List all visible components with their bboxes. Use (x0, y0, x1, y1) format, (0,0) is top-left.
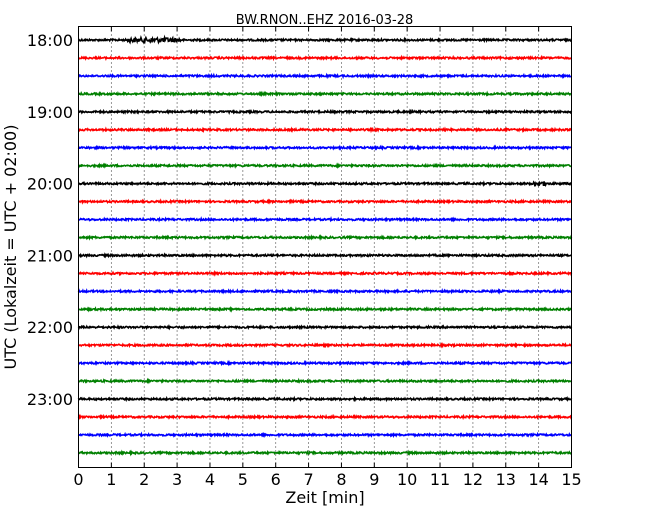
trace-2345 (78, 449, 572, 457)
y-tick-label: 19:00 (27, 103, 73, 122)
trace-line (78, 305, 573, 313)
trace-line (78, 162, 572, 170)
x-axis-label: Zeit [min] (285, 488, 364, 507)
trace-2330 (77, 431, 573, 439)
trace-line (77, 269, 573, 277)
x-tick-label: 3 (172, 470, 182, 489)
x-tick-label: 14 (528, 470, 548, 489)
trace-line (77, 215, 573, 223)
y-axis: 18:00 19:00 20:00 21:00 22:00 23:00 (27, 31, 84, 409)
x-tick-label: 13 (496, 470, 516, 489)
trace-2315 (77, 413, 573, 421)
trace-1815 (77, 54, 573, 62)
trace-line (77, 34, 572, 45)
trace-line (77, 287, 573, 295)
trace-1930 (77, 144, 573, 151)
trace-line (78, 72, 572, 80)
trace-1845 (78, 90, 572, 98)
x-axis: 0 1 2 3 4 5 6 7 8 9 10 11 12 13 14 15 (73, 26, 582, 489)
trace-line (77, 198, 572, 205)
trace-line (78, 252, 572, 259)
y-axis-label: UTC (Lokalzeit = UTC + 02:00) (1, 125, 20, 370)
trace-2145 (78, 305, 573, 313)
x-tick-label: 1 (106, 470, 116, 489)
trace-2030 (77, 215, 573, 223)
trace-1915 (78, 126, 573, 134)
x-tick-label: 0 (73, 470, 83, 489)
trace-1900 (78, 108, 573, 116)
x-tick-label: 6 (271, 470, 281, 489)
x-tick-label: 12 (463, 470, 483, 489)
trace-line (77, 395, 573, 403)
trace-line (78, 108, 573, 116)
trace-line (77, 359, 573, 367)
trace-2300 (77, 395, 573, 403)
plot-frame (78, 26, 572, 468)
trace-line (77, 413, 573, 421)
trace-2130 (77, 287, 573, 295)
trace-2215 (77, 341, 573, 349)
chart-title: BW.RNON..EHZ 2016-03-28 (236, 13, 414, 28)
trace-line (78, 449, 572, 457)
trace-2000 (78, 180, 573, 188)
x-tick-label: 11 (430, 470, 450, 489)
y-tick-label: 23:00 (27, 390, 73, 409)
y-tick-label: 21:00 (27, 246, 73, 265)
x-tick-label: 10 (397, 470, 417, 489)
trace-line (77, 144, 573, 151)
trace-1800 (77, 34, 572, 45)
y-tick-label: 18:00 (27, 31, 73, 50)
trace-line (78, 234, 573, 242)
trace-2230 (77, 359, 573, 367)
x-tick-label: 2 (139, 470, 149, 489)
x-tick-label: 7 (303, 470, 313, 489)
traces (77, 34, 573, 457)
x-tick-label: 15 (561, 470, 581, 489)
trace-2045 (78, 234, 573, 242)
y-tick-label: 20:00 (27, 175, 73, 194)
grid (110, 26, 540, 468)
trace-2200 (77, 324, 573, 331)
trace-line (78, 180, 573, 188)
x-tick-label: 9 (369, 470, 379, 489)
trace-2015 (77, 198, 572, 205)
trace-line (77, 324, 573, 331)
trace-1830 (78, 72, 572, 80)
trace-line (78, 90, 572, 98)
trace-line (77, 54, 573, 62)
x-tick-label: 8 (336, 470, 346, 489)
y-tick-label: 22:00 (27, 318, 73, 337)
trace-line (78, 377, 573, 385)
trace-2245 (78, 377, 573, 385)
trace-2100 (78, 252, 572, 259)
x-tick-label: 5 (238, 470, 248, 489)
trace-line (78, 126, 573, 134)
trace-line (77, 341, 573, 349)
x-tick-label: 4 (205, 470, 215, 489)
trace-1945 (78, 162, 572, 170)
trace-line (77, 431, 573, 439)
trace-2115 (77, 269, 573, 277)
